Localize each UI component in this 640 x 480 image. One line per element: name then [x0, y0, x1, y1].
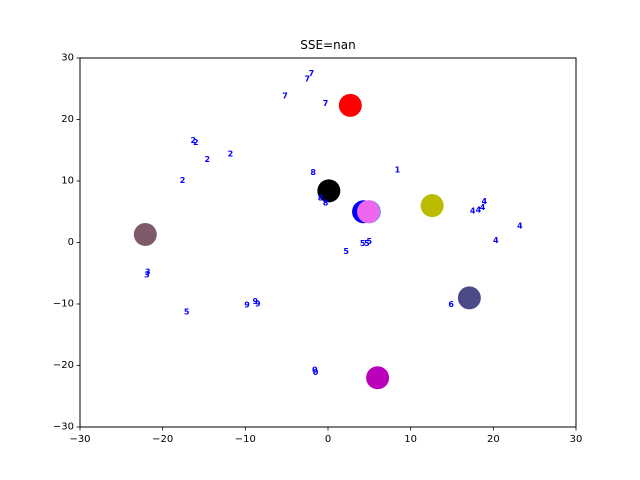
point-label: 6	[448, 300, 454, 309]
x-tick-label: 30	[570, 434, 583, 445]
x-tick-label: 20	[487, 434, 500, 445]
point-label: 4	[517, 221, 523, 230]
y-tick-label: 30	[61, 53, 74, 64]
centroid-layer	[133, 93, 481, 390]
point-label: 2	[205, 155, 211, 164]
point-label: 2	[190, 136, 196, 145]
centroid-marker	[338, 93, 362, 117]
point-label: 7	[309, 69, 315, 78]
point-label: 5	[184, 307, 190, 316]
point-label: 4	[470, 207, 476, 216]
y-tick-label: 20	[61, 114, 74, 125]
point-label: 0	[313, 368, 319, 377]
point-label: 2	[180, 176, 186, 185]
x-tick-label: 0	[325, 434, 331, 445]
point-label: 8	[323, 199, 329, 208]
centroid-marker	[317, 179, 341, 203]
y-tick-label: −10	[53, 299, 74, 310]
centroid-marker	[457, 286, 481, 310]
point-label: 2	[228, 149, 234, 158]
centroid-marker	[366, 366, 390, 390]
point-label: 5	[360, 239, 366, 248]
y-tick-label: −30	[53, 422, 74, 433]
point-label: 5	[367, 237, 373, 246]
plot-area	[80, 58, 576, 427]
point-label: 4	[481, 197, 487, 206]
x-axis: −30 −20 −10 0 10 20 30	[69, 427, 582, 445]
point-label: 5	[364, 239, 370, 248]
plot-frame	[79, 57, 577, 428]
point-label: 8	[310, 168, 316, 177]
point-label: 3	[144, 271, 150, 280]
point-label: 7	[305, 74, 311, 83]
centroid-marker	[420, 194, 444, 218]
point-label: 7	[282, 92, 288, 101]
point-label: 8	[318, 194, 324, 203]
point-label: 3	[145, 268, 151, 277]
point-label: 1	[395, 165, 401, 174]
point-label: 9	[252, 297, 258, 306]
y-tick-label: 10	[61, 176, 74, 187]
x-tick-label: −30	[69, 434, 90, 445]
point-label: 5	[343, 247, 349, 256]
centroid-marker	[357, 200, 381, 224]
point-label: 0	[312, 365, 318, 374]
y-tick-label: −20	[53, 360, 74, 371]
chart-title: SSE=nan	[300, 38, 355, 52]
point-label: 7	[323, 99, 329, 108]
x-tick-label: −20	[152, 434, 173, 445]
x-tick-label: 10	[404, 434, 417, 445]
point-label: 4	[476, 205, 482, 214]
point-label: 9	[244, 301, 250, 310]
x-tick-label: −10	[235, 434, 256, 445]
centroid-marker	[133, 223, 157, 247]
y-tick-label: 0	[68, 237, 74, 248]
point-label: 4	[480, 203, 486, 212]
point-label: 9	[255, 300, 261, 309]
point-label: 2	[193, 138, 199, 147]
y-axis: −30 −20 −10 0 10 20 30	[53, 53, 80, 433]
point-label: 4	[493, 236, 499, 245]
